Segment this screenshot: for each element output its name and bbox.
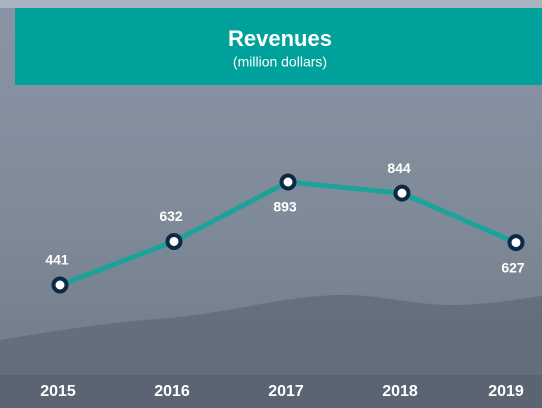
x-tick-label: 2017 xyxy=(268,383,304,400)
value-label: 632 xyxy=(159,208,183,224)
chart-title: Revenues xyxy=(228,26,332,51)
top-strip xyxy=(0,0,542,8)
x-tick-label: 2019 xyxy=(488,383,524,400)
value-label: 441 xyxy=(45,252,69,268)
value-label: 627 xyxy=(501,259,525,275)
x-tick-label: 2018 xyxy=(382,383,418,400)
chart-subtitle: (million dollars) xyxy=(233,54,327,70)
point xyxy=(507,234,525,252)
axis-band xyxy=(0,375,542,408)
value-label: 893 xyxy=(273,199,297,215)
x-tick-label: 2016 xyxy=(154,383,190,400)
mountains xyxy=(0,294,542,375)
point xyxy=(279,173,297,191)
x-tick-label: 2015 xyxy=(40,383,76,400)
point xyxy=(165,232,183,250)
value-label: 844 xyxy=(387,160,411,176)
header xyxy=(15,8,542,85)
point xyxy=(51,276,69,294)
point xyxy=(393,184,411,202)
